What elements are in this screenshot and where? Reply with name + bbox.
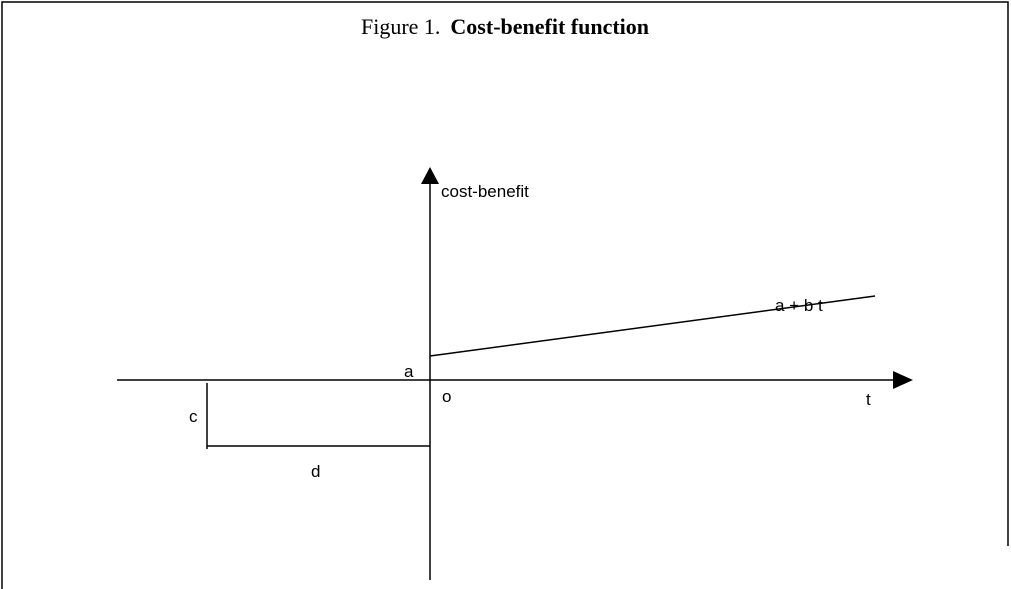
y-axis-label: cost-benefit [441, 182, 529, 201]
figure-number: Figure 1. [361, 14, 440, 39]
intercept-label: a [404, 362, 414, 381]
c-label: c [189, 407, 198, 426]
x-axis-label: t [866, 390, 871, 409]
y-arrow [421, 167, 439, 184]
origin-label: o [442, 387, 451, 406]
figure-name: Cost-benefit function [450, 14, 649, 39]
x-arrow [893, 371, 913, 389]
benefit-line [429, 295, 876, 357]
line-label: a + b t [775, 296, 823, 315]
figure-title: Figure 1. Cost-benefit function [361, 14, 649, 39]
d-label: d [311, 462, 320, 481]
